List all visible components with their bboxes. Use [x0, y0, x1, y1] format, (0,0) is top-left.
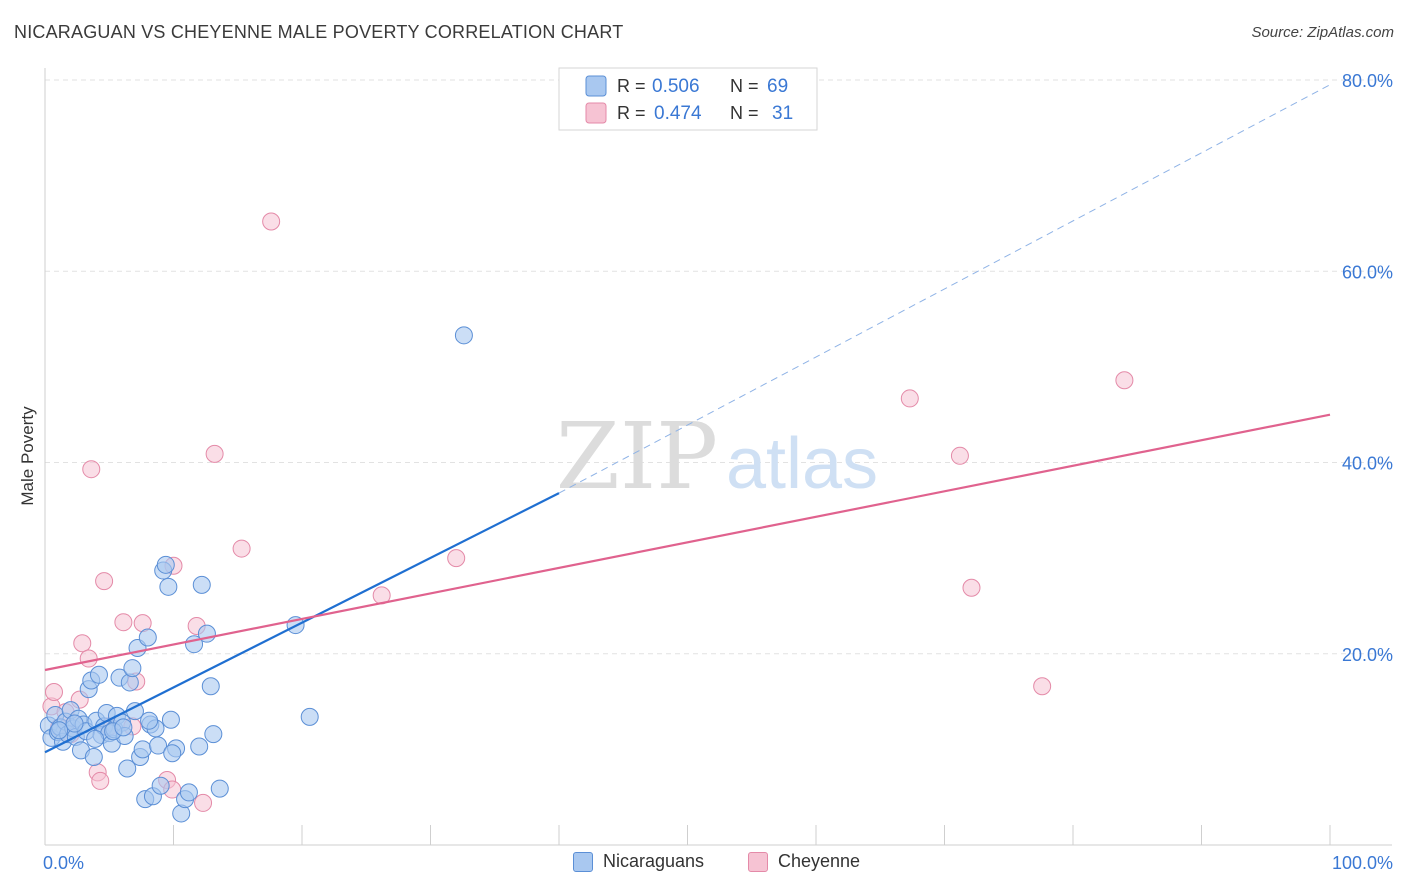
- legend-top: R = 0.506 N = 69 R = 0.474 N = 31: [558, 67, 818, 131]
- legend-swatch-cheyenne: [748, 851, 768, 872]
- nicaraguan-points: [39, 326, 473, 823]
- cheyenne-point: [262, 212, 281, 231]
- cheyenne-point: [1115, 371, 1134, 390]
- cheyenne-point: [114, 613, 133, 632]
- nicaraguan-point: [300, 707, 319, 726]
- legend-label-nicaraguans: Nicaraguans: [603, 851, 705, 871]
- nicaraguan-point: [123, 659, 142, 678]
- cheyenne-point: [950, 446, 969, 465]
- grid-layer: [45, 79, 1392, 655]
- trend-lines: [44, 84, 1331, 754]
- nicaraguan-point: [156, 555, 175, 574]
- legend-n-value: 69: [767, 76, 788, 97]
- cheyenne-point: [962, 578, 981, 597]
- nicaraguan-point: [192, 575, 211, 594]
- nicaraguan-point: [50, 721, 69, 740]
- watermark-atlas: atlas: [726, 424, 878, 504]
- cheyenne-trend-line: [44, 413, 1331, 672]
- legend-n-label: N =: [730, 76, 759, 96]
- legend-bottom: Nicaraguans Cheyenne: [0, 851, 1406, 879]
- legend-r-label: R =: [617, 76, 646, 96]
- nicaraguan-point: [138, 628, 157, 647]
- nicaraguan-point: [163, 744, 182, 763]
- y-tick-label: 20.0%: [1342, 645, 1393, 665]
- y-tick-label: 60.0%: [1342, 262, 1393, 282]
- nicaraguan-point: [151, 776, 170, 795]
- axes-layer: [44, 68, 1392, 846]
- cheyenne-point: [44, 683, 63, 701]
- legend-item-nicaraguans: Nicaraguans: [573, 851, 704, 872]
- cheyenne-points: [42, 212, 1134, 812]
- nicaraguan-point: [454, 326, 473, 345]
- y-tick-label: 80.0%: [1342, 71, 1393, 91]
- legend-swatch-nicaraguans: [573, 851, 593, 872]
- nicaraguan-point: [89, 665, 108, 684]
- nicaraguan-point: [161, 710, 180, 729]
- cheyenne-point: [1033, 677, 1052, 696]
- nicaraguan-trend-line: [44, 492, 560, 754]
- legend-n-value: 31: [772, 103, 793, 124]
- nicaraguan-point: [114, 718, 133, 737]
- legend-swatch-blue: [585, 75, 607, 97]
- cheyenne-point: [194, 793, 213, 812]
- cheyenne-point: [232, 539, 251, 558]
- nicaraguan-point: [86, 729, 105, 748]
- nicaraguan-point: [140, 711, 159, 730]
- legend-item-cheyenne: Cheyenne: [748, 851, 860, 872]
- nicaraguan-point: [201, 677, 220, 696]
- nicaraguan-point: [159, 577, 178, 596]
- cheyenne-point: [73, 634, 92, 653]
- legend-swatch-pink: [585, 102, 607, 124]
- legend-r-label: R =: [617, 103, 646, 123]
- legend-r-value: 0.474: [654, 103, 702, 124]
- cheyenne-point: [82, 460, 101, 479]
- watermark-zip: ZIP: [556, 403, 718, 510]
- nicaraguan-point: [179, 783, 198, 802]
- cheyenne-point: [91, 771, 110, 790]
- nicaraguan-point: [149, 736, 168, 755]
- legend-n-label: N =: [730, 103, 759, 123]
- x-tick-label: 100.0%: [1332, 853, 1393, 873]
- legend-label-cheyenne: Cheyenne: [778, 851, 861, 871]
- cheyenne-point: [900, 389, 919, 408]
- legend-r-value: 0.506: [652, 76, 700, 97]
- nicaraguan-point: [118, 759, 137, 778]
- nicaraguan-point: [65, 714, 84, 733]
- tick-labels: 20.0% 40.0% 60.0% 80.0% 0.0% 100.0%: [43, 71, 1393, 873]
- nicaraguan-point: [210, 779, 229, 798]
- cheyenne-point: [79, 649, 98, 668]
- nicaraguan-point: [133, 740, 152, 759]
- watermark: ZIP atlas: [556, 403, 878, 510]
- nicaraguan-point: [204, 725, 223, 744]
- nicaraguan-point: [84, 748, 103, 767]
- source-label: Source: ZipAtlas.com: [1251, 24, 1394, 41]
- nicaraguan-trend-extension: [558, 84, 1331, 494]
- cheyenne-point: [447, 549, 466, 568]
- x-tick-label: 0.0%: [43, 853, 84, 873]
- nicaraguan-point: [190, 737, 209, 756]
- cheyenne-point: [205, 444, 224, 463]
- chart-title: NICARAGUAN VS CHEYENNE MALE POVERTY CORR…: [14, 22, 624, 42]
- cheyenne-point: [95, 572, 114, 591]
- y-tick-label: 40.0%: [1342, 454, 1393, 474]
